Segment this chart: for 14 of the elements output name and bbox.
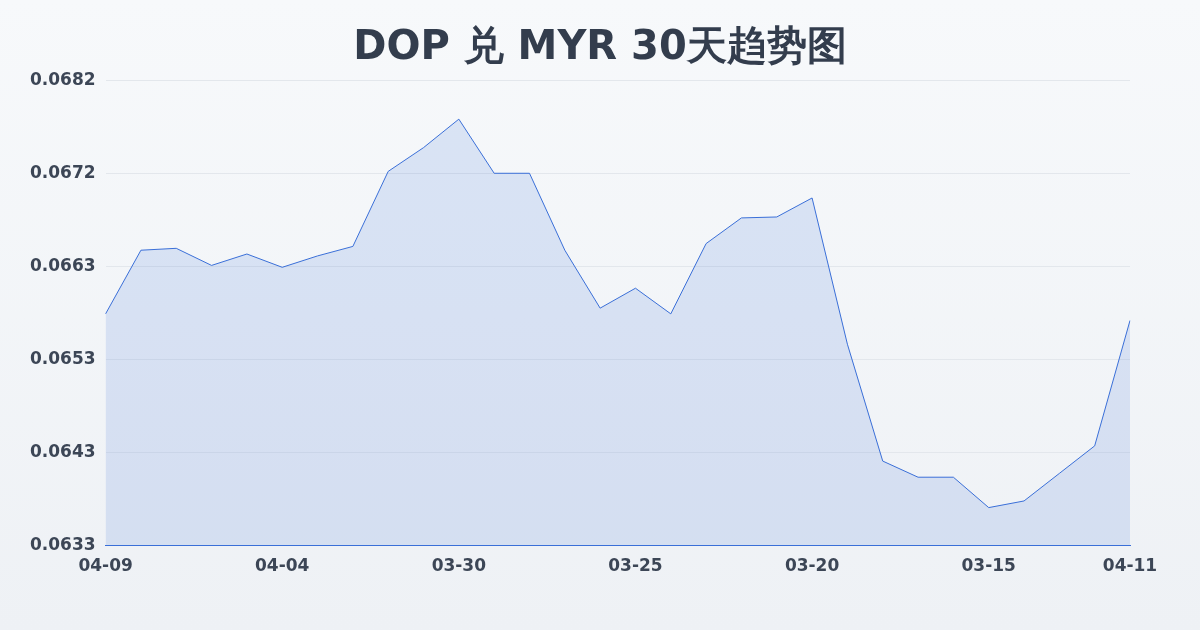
x-tick-label: 03-20 bbox=[784, 555, 840, 576]
x-tick-label: 04-04 bbox=[255, 555, 310, 576]
y-tick-label: 0.0643 bbox=[29, 440, 96, 461]
y-tick-label: 0.0663 bbox=[29, 254, 96, 275]
x-tick-label: 03-30 bbox=[431, 555, 487, 576]
chart-title: DOP 兑 MYR 30天趋势图 bbox=[353, 22, 847, 68]
x-tick-label: 03-25 bbox=[608, 555, 663, 576]
x-tick-label: 03-15 bbox=[961, 555, 1016, 576]
x-tick-label: 04-09 bbox=[78, 555, 133, 576]
y-tick-label: 0.0682 bbox=[29, 68, 96, 89]
y-tick-label: 0.0653 bbox=[29, 347, 96, 368]
y-tick-label: 0.0633 bbox=[29, 534, 96, 555]
y-tick-label: 0.0672 bbox=[29, 161, 96, 182]
x-tick-label: 04-11 bbox=[1102, 555, 1158, 576]
